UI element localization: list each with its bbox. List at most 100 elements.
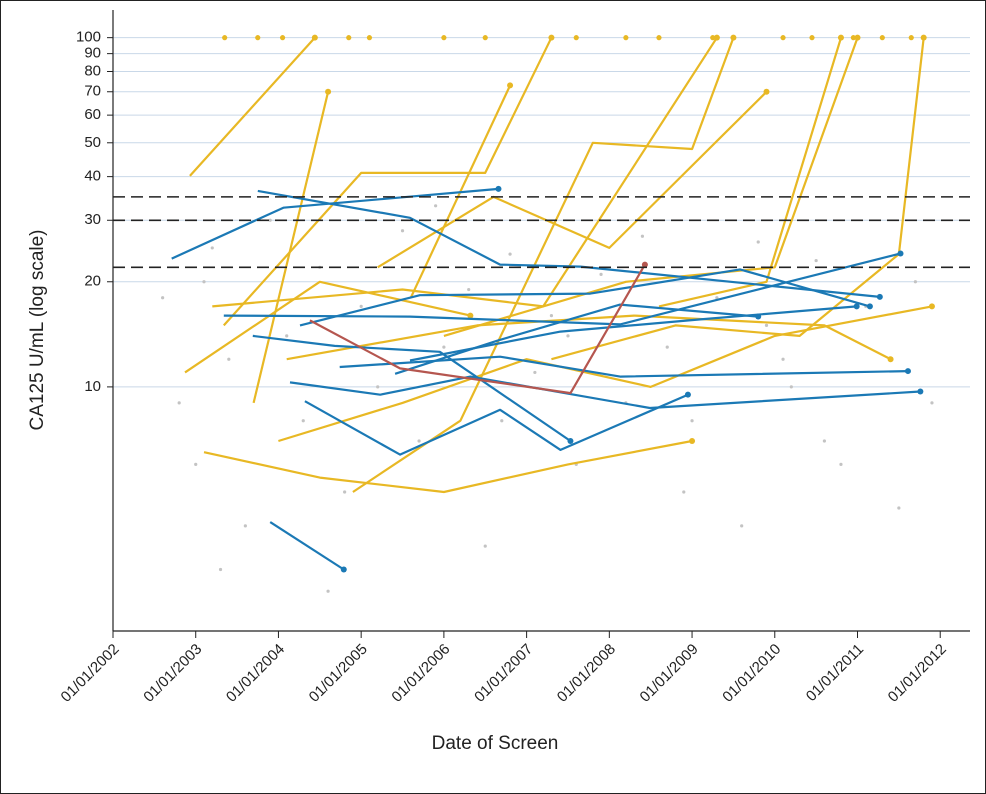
series-line: [286, 314, 892, 361]
end-marker: [897, 250, 904, 257]
end-marker: [837, 34, 844, 41]
series-line: [309, 264, 646, 395]
point: [573, 35, 579, 41]
point: [640, 234, 645, 238]
y-tick-label: 90: [84, 45, 101, 62]
point: [756, 240, 760, 244]
end-marker: [641, 261, 648, 268]
point: [897, 506, 901, 510]
y-tick-label: 30: [84, 211, 101, 228]
end-marker: [920, 34, 927, 41]
point: [839, 462, 843, 466]
point: [930, 401, 934, 405]
series-line: [299, 268, 871, 327]
point: [279, 35, 286, 41]
point: [665, 345, 669, 349]
series-line: [203, 439, 693, 494]
point: [549, 314, 554, 318]
end-marker: [887, 356, 894, 363]
point: [222, 35, 228, 41]
series-line: [409, 305, 857, 362]
y-tick-label: 60: [84, 106, 101, 123]
point: [202, 280, 206, 284]
point: [781, 357, 785, 361]
series-line: [257, 189, 880, 298]
point: [376, 385, 380, 389]
end-marker: [325, 88, 332, 95]
point: [809, 35, 815, 41]
y-tick-label: 40: [84, 168, 101, 185]
point: [682, 490, 686, 494]
point: [268, 218, 272, 222]
end-marker: [311, 34, 318, 41]
y-tick-label: 100: [76, 29, 101, 46]
series-line: [304, 393, 689, 456]
end-marker: [684, 391, 691, 398]
point: [441, 35, 447, 41]
point: [508, 252, 512, 256]
point: [366, 35, 373, 41]
series-line: [223, 252, 901, 326]
point: [483, 544, 487, 548]
point: [690, 419, 694, 423]
end-marker: [876, 293, 883, 300]
y-tick-label: 10: [84, 378, 101, 395]
point: [194, 462, 198, 466]
end-marker: [567, 437, 574, 444]
point: [400, 229, 405, 233]
point: [533, 370, 537, 375]
series-line: [443, 37, 859, 337]
series-line: [252, 91, 330, 404]
y-tick-label: 50: [84, 134, 101, 151]
point: [740, 524, 744, 528]
point: [210, 246, 214, 250]
series-line: [339, 355, 909, 378]
y-axis-label: CA125 U/mL (log scale): [27, 230, 48, 431]
series-line: [171, 187, 499, 260]
point: [434, 204, 438, 208]
point: [879, 35, 885, 41]
point: [285, 334, 289, 338]
point: [346, 35, 352, 41]
end-marker: [917, 388, 924, 395]
series-line: [212, 37, 718, 308]
point: [715, 296, 719, 300]
series-line: [278, 305, 933, 443]
point: [161, 296, 165, 300]
end-marker: [904, 368, 911, 375]
point: [850, 35, 856, 41]
point: [326, 589, 330, 593]
point: [623, 35, 629, 41]
point: [500, 419, 504, 423]
point: [417, 439, 421, 443]
point: [442, 345, 446, 349]
point: [822, 439, 827, 443]
point: [814, 258, 818, 263]
x-axis-label: Date of Screen: [432, 733, 559, 754]
point: [789, 385, 793, 389]
end-marker: [763, 88, 770, 95]
point: [780, 35, 786, 41]
end-marker: [853, 303, 860, 310]
point: [177, 401, 181, 405]
point: [710, 35, 716, 41]
point: [599, 272, 603, 276]
point: [764, 323, 769, 327]
point: [359, 304, 363, 309]
end-marker: [854, 34, 861, 41]
series-line: [269, 521, 345, 571]
end-marker: [713, 34, 720, 41]
series-line: [222, 37, 553, 327]
point: [255, 35, 261, 41]
end-marker: [340, 566, 347, 573]
y-tick-label: 20: [84, 273, 101, 290]
point: [656, 35, 662, 41]
end-marker: [689, 437, 696, 444]
point: [218, 567, 223, 572]
point: [566, 334, 570, 338]
point: [908, 35, 914, 41]
end-marker: [548, 34, 555, 41]
point: [467, 287, 471, 292]
series-line: [184, 280, 471, 374]
